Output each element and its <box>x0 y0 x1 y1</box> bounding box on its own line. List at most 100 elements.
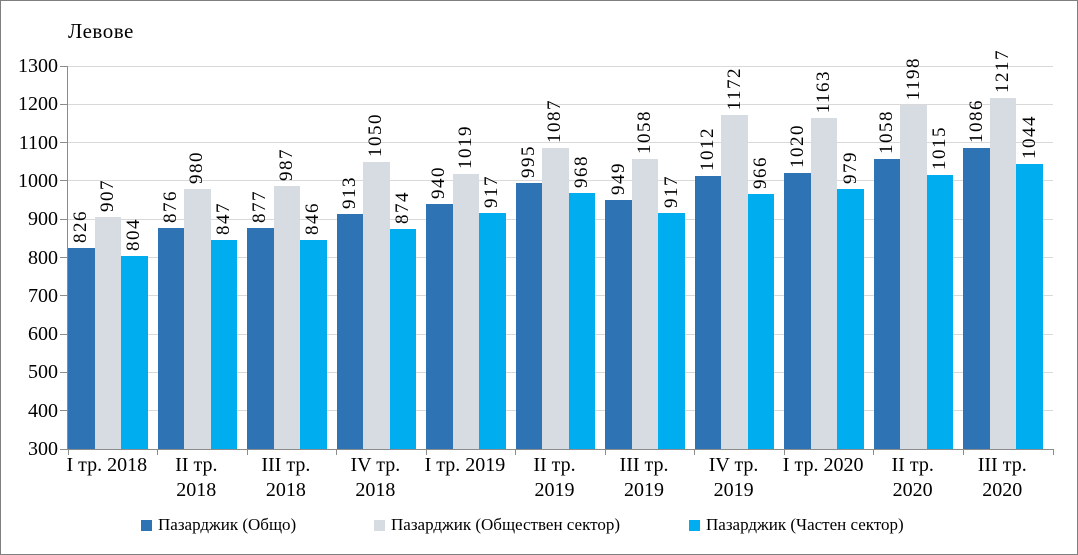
y-axis-tick-label: 300 <box>28 438 58 460</box>
bar-group: 949 1058 917 <box>605 66 685 449</box>
bar <box>542 147 569 449</box>
bar-value-label: 1058 <box>634 109 656 154</box>
bar <box>184 188 211 449</box>
plot-area: 826 907 804 876 980 847 877 987 846 913 1050 874 940… <box>60 49 1054 455</box>
bar-value-label: 1044 <box>1018 115 1040 160</box>
y-axis-tick-labels: 300 400 500 600 700 800 900 1000 1100 1200 1300 <box>1 56 58 459</box>
bar-value-label: 940 <box>428 165 450 199</box>
bar-value-label: 917 <box>481 174 503 208</box>
bar <box>926 175 954 449</box>
x-axis-tick <box>515 449 517 455</box>
bar-value-label: 847 <box>212 201 234 235</box>
bar <box>300 239 327 449</box>
bar <box>336 214 364 449</box>
x-axis-label: II тр. 2019 <box>533 454 576 501</box>
bar-group: 877 987 846 <box>247 66 327 449</box>
bar-group: 1058 1198 1015 <box>873 57 954 449</box>
bar-value-label: 987 <box>275 147 297 181</box>
y-axis-tick <box>60 333 68 335</box>
x-axis-label: I тр. 2018 <box>66 454 148 476</box>
y-axis-tick-label: 1100 <box>18 131 58 154</box>
legend-item: Пазарджик (Общо) <box>141 514 296 536</box>
bar-group: 913 1050 874 <box>336 66 417 449</box>
bar-value-label: 1020 <box>786 124 808 169</box>
bar <box>479 212 506 449</box>
x-axis-tick <box>873 449 875 455</box>
y-axis-tick-label: 400 <box>28 399 58 422</box>
bar <box>247 228 274 449</box>
bar-value-label: 1019 <box>454 124 476 169</box>
bar <box>94 216 121 449</box>
x-axis-tick <box>157 449 159 455</box>
bar <box>515 182 543 449</box>
bar-value-label: 1198 <box>902 56 924 101</box>
x-axis-tick <box>425 449 427 455</box>
bar-value-label: 876 <box>159 190 181 224</box>
y-axis-tick-label: 800 <box>28 246 58 269</box>
bar-value-label: 1087 <box>544 98 566 143</box>
legend-marker <box>141 519 152 531</box>
bar-value-label: 913 <box>338 176 360 210</box>
x-axis-label: I тр. 2020 <box>782 454 864 476</box>
y-axis-tick <box>60 410 68 412</box>
x-axis-label: IV тр. 2018 <box>350 454 401 501</box>
y-axis-tick <box>60 295 68 297</box>
gridline <box>68 103 1053 105</box>
x-axis-tick <box>1052 449 1054 455</box>
bar <box>810 118 838 449</box>
gridline <box>68 65 1053 67</box>
y-axis-tick <box>60 218 68 220</box>
bar-value-label: 1217 <box>992 48 1014 93</box>
x-axis-label: IV тр. 2019 <box>708 454 759 501</box>
bar <box>694 176 722 449</box>
bar-value-label: 1086 <box>965 98 987 143</box>
bar-group: 940 1019 917 <box>426 66 506 449</box>
bar-value-label: 1050 <box>365 112 387 157</box>
x-axis-label: II тр. 2018 <box>175 454 218 501</box>
bar <box>963 147 990 449</box>
bar <box>389 229 417 449</box>
y-axis-tick-label: 1000 <box>18 169 58 192</box>
bar-value-label: 980 <box>186 150 208 184</box>
legend-label: Пазарджик (Частен сектор) <box>706 515 904 534</box>
bar <box>631 158 659 449</box>
y-axis-title: Левове <box>68 19 134 43</box>
bar <box>568 193 596 449</box>
y-axis-tick <box>60 142 68 144</box>
legend-item: Пазарджик (Обществен сектор) <box>374 514 620 536</box>
bar <box>68 247 95 449</box>
legend-label: Пазарджик (Общо) <box>158 515 297 534</box>
bar <box>1016 164 1043 449</box>
bar-value-label: 995 <box>517 144 539 178</box>
y-axis-tick-label: 1300 <box>18 55 58 77</box>
y-axis-tick <box>60 371 68 373</box>
y-axis-tick-label: 900 <box>28 208 58 231</box>
bar-value-label: 979 <box>839 150 861 184</box>
x-axis-tick <box>962 449 964 455</box>
bar-value-label: 1012 <box>697 127 719 172</box>
x-axis-tick <box>336 449 338 455</box>
bar <box>605 200 632 449</box>
y-axis-tick-label: 600 <box>28 323 58 346</box>
bar-value-label: 877 <box>249 190 271 224</box>
bar-value-label: 846 <box>302 201 324 235</box>
bar-value-label: 966 <box>750 155 772 189</box>
x-axis-label: II тр. 2020 <box>891 454 934 501</box>
x-axis-label: III тр. 2020 <box>977 454 1027 501</box>
bar-value-label: 917 <box>660 174 682 208</box>
x-axis-label: III тр. 2018 <box>261 454 311 501</box>
bar-group: 995 1087 968 <box>515 66 596 449</box>
bar-value-label: 1163 <box>813 70 835 114</box>
bar <box>426 203 453 449</box>
bar <box>210 239 238 449</box>
bar-value-label: 1172 <box>723 66 745 111</box>
bar-value-label: 826 <box>70 209 92 243</box>
bar <box>784 173 811 449</box>
legend-label: Пазарджик (Обществен сектор) <box>391 515 621 534</box>
bar-value-label: 968 <box>571 155 592 189</box>
x-axis-label: III тр. 2019 <box>619 454 669 501</box>
bar <box>837 188 864 449</box>
bar <box>873 158 901 449</box>
x-axis-tick <box>783 449 785 455</box>
